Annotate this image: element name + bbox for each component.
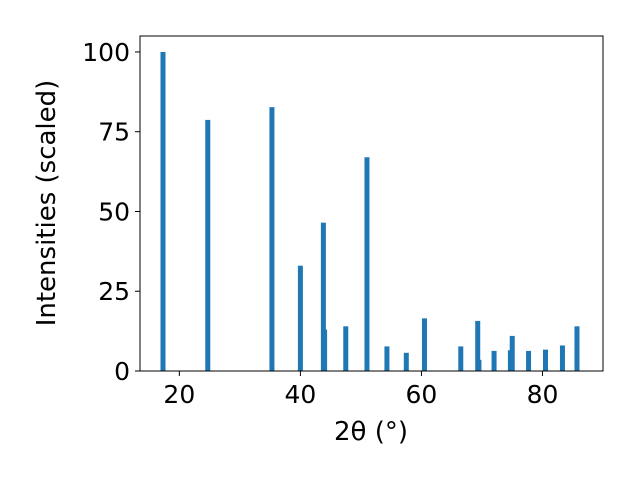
y-tick-label: 100 — [82, 38, 130, 67]
bar — [559, 345, 565, 371]
bar — [322, 329, 328, 371]
bar — [421, 318, 427, 371]
x-tick-label: 60 — [406, 380, 438, 409]
bar — [320, 222, 326, 371]
x-tick-label: 40 — [284, 380, 316, 409]
bar — [269, 107, 275, 372]
y-axis-label: Intensities (scaled) — [32, 80, 62, 327]
bar — [160, 51, 166, 371]
bar — [384, 346, 390, 371]
bar — [343, 326, 349, 371]
x-axis-label: 2θ (°) — [334, 417, 408, 447]
x-tick-label: 20 — [163, 380, 195, 409]
bar-series — [160, 51, 580, 372]
y-tick-label: 75 — [98, 118, 130, 147]
y-tick-label: 0 — [114, 357, 130, 386]
bar — [475, 320, 481, 371]
bar — [364, 157, 370, 371]
y-tick-label: 25 — [98, 277, 130, 306]
x-tick-label: 80 — [527, 380, 559, 409]
x-axis-ticks: 20 40 60 80 — [163, 371, 558, 409]
bar — [205, 119, 211, 371]
bar — [491, 350, 497, 371]
bar — [403, 352, 409, 371]
bar — [526, 350, 532, 371]
bar — [574, 326, 580, 371]
y-axis-ticks: 0 25 50 75 100 — [82, 38, 140, 386]
bar — [458, 346, 464, 371]
plot-frame — [139, 35, 604, 372]
bar — [297, 265, 303, 371]
bar — [476, 359, 482, 371]
bar — [543, 349, 548, 371]
y-tick-label: 50 — [98, 197, 130, 226]
bar — [509, 335, 515, 371]
